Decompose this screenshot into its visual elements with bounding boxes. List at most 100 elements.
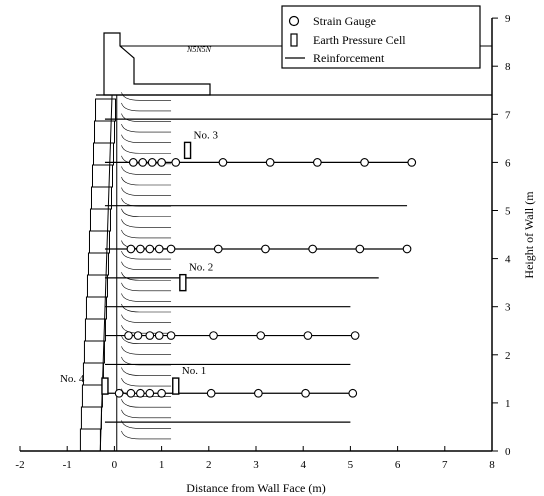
connection-curve (121, 208, 172, 218)
connection-curve (121, 176, 172, 186)
connection-curve (121, 102, 172, 112)
facing-inner-line (99, 94, 113, 452)
strain-gauge-marker (154, 244, 164, 254)
facing-block (86, 274, 108, 298)
strain-gauge-marker (136, 388, 145, 398)
connection-curve (121, 303, 172, 313)
facing-connection-curves (121, 92, 172, 440)
strain-gauge-marker (145, 244, 155, 254)
connection-curve (121, 377, 172, 387)
x-tick-label: 4 (300, 459, 306, 471)
connection-curve (121, 356, 172, 366)
connection-curve (121, 420, 172, 429)
y-tick-label: 9 (505, 13, 511, 25)
facing-block (87, 252, 109, 276)
x-tick-label: -1 (63, 459, 72, 471)
y-tick-label: 2 (505, 350, 511, 362)
connection-curve (121, 272, 172, 281)
strain-gauge-marker (402, 244, 412, 254)
pressure-cell-label: No. 1 (182, 365, 206, 377)
connection-curve (121, 346, 172, 355)
pressure-cell-marker (172, 377, 180, 395)
strain-gauge-marker (124, 331, 133, 340)
strain-gauge-marker (166, 331, 176, 340)
connection-curve (121, 219, 172, 228)
surcharge-label: N5N5N (186, 45, 212, 54)
legend-earth-pressure-cell: Earth Pressure Cell (313, 33, 406, 47)
connection-curve (121, 113, 172, 122)
y-tick-label: 0 (505, 446, 511, 458)
connection-curve (121, 250, 172, 260)
connection-curve (121, 335, 172, 345)
strain-gauge-marker (407, 158, 417, 167)
pressure-cell-label: No. 4 (60, 373, 85, 385)
strain-gauge-marker (313, 158, 322, 167)
y-axis-ticks: 0 1 2 3 4 5 6 7 8 9 (492, 13, 511, 458)
strain-gauge-marker (114, 388, 124, 398)
pressure-cell-marker (101, 377, 109, 395)
strain-gauge-marker (126, 244, 136, 254)
wall-facing-blocks (79, 94, 118, 452)
y-tick-label: 5 (505, 206, 511, 218)
legend-strain-gauge: Strain Gauge (313, 14, 376, 28)
x-tick-label: 1 (159, 459, 165, 471)
strain-gauge-marker (128, 158, 138, 167)
connection-curve (121, 187, 172, 196)
strain-gauge-marker (133, 331, 143, 340)
connection-curve (121, 124, 172, 133)
connection-curve (121, 198, 172, 207)
strain-gauge-marker (209, 331, 218, 340)
strain-gauge-marker (138, 158, 148, 167)
y-axis-label: Height of Wall (m (522, 191, 536, 279)
strain-gauge-marker (261, 244, 270, 254)
connection-curve (121, 282, 172, 292)
strain-gauge-marker (126, 388, 136, 398)
strain-gauge-marker (136, 244, 145, 254)
strain-gauge-marker (265, 158, 275, 167)
connection-curve (121, 92, 172, 101)
facing-block (79, 428, 101, 452)
strain-gauge-marker (360, 158, 369, 167)
strain-gauge-marker (218, 158, 228, 167)
connection-curve (121, 314, 172, 323)
strain-gauge-marker (213, 244, 223, 254)
x-axis-ticks: -2 -1 0 1 2 3 4 5 6 7 8 (15, 446, 495, 471)
axes: -2 -1 0 1 2 3 4 5 6 7 8 0 1 2 3 4 5 6 7 8 9 Distance from W… (15, 13, 536, 495)
connection-curve (121, 166, 172, 175)
strain-gauge-marker (154, 331, 164, 340)
x-tick-label: 8 (489, 459, 495, 471)
legend: Strain Gauge Earth Pressure Cell Reinfor… (281, 5, 481, 69)
strain-gauge-marker (157, 388, 166, 398)
connection-curve (121, 399, 172, 408)
connection-curve (121, 367, 172, 376)
connection-curve (121, 229, 172, 239)
facing-block (85, 296, 107, 320)
connection-curve (121, 409, 172, 419)
pressure-cell-label: No. 2 (189, 262, 213, 274)
facing-block (84, 318, 106, 342)
strain-gauge-marker (206, 388, 216, 398)
strain-gauge-marker (147, 158, 157, 167)
pressure-cell-marker (183, 141, 192, 160)
pressure-cell-label: No. 3 (194, 129, 219, 141)
strain-gauge-marker (157, 158, 166, 167)
x-tick-label: 6 (395, 459, 401, 471)
connection-curve (121, 145, 172, 154)
facing-block (82, 362, 104, 386)
strain-gauge-marker (166, 244, 176, 254)
pressure-cell-marker (179, 273, 187, 292)
facing-block (80, 406, 102, 430)
y-tick-label: 1 (505, 398, 511, 410)
y-tick-label: 7 (505, 109, 511, 121)
strain-gauge-marker (303, 331, 313, 340)
y-tick-label: 4 (505, 254, 511, 266)
strain-gauge-marker (145, 331, 155, 340)
strain-gauge-marker (308, 244, 317, 254)
connection-curve (121, 261, 172, 270)
strain-gauge-legend-icon (288, 15, 300, 27)
connection-curve (121, 134, 172, 143)
strain-gauge-marker (254, 388, 263, 398)
legend-box (281, 5, 481, 69)
y-tick-label: 6 (505, 157, 511, 169)
